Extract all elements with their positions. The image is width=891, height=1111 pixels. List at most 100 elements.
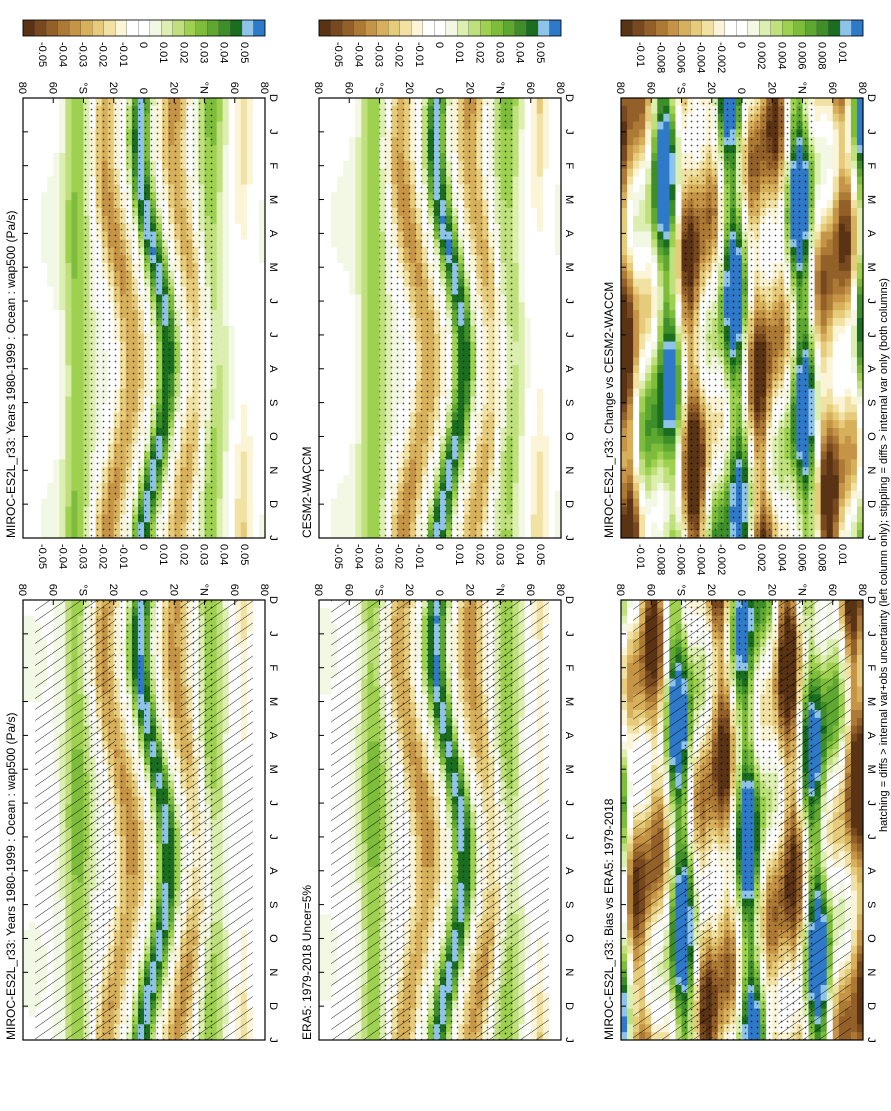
heat-cell — [77, 514, 84, 523]
heat-cell — [258, 749, 265, 758]
heat-cell — [234, 192, 241, 201]
heat-cell — [240, 443, 247, 452]
lat-label: 80 — [16, 584, 28, 596]
heat-cell — [234, 498, 241, 507]
colorbar-label: 0.04 — [218, 544, 230, 565]
heat-cell — [28, 373, 36, 382]
heat-cell — [34, 522, 42, 531]
panel-p2: MIROC-ES2L_r33: Years 1980-1999 : Ocean … — [4, 19, 279, 541]
heat-cell — [216, 388, 223, 397]
heat-cell — [28, 647, 36, 656]
heat-cell — [34, 223, 42, 232]
heat-cell — [40, 357, 48, 366]
heat-cell — [28, 882, 36, 892]
colorbar-swatch — [114, 19, 127, 37]
heat-cell — [258, 231, 265, 240]
heat-cell — [258, 796, 265, 805]
heat-cell — [240, 412, 247, 421]
heat-cell — [58, 153, 66, 162]
heat-cell — [40, 145, 48, 154]
heat-cell — [222, 325, 229, 335]
heat-cell — [46, 380, 54, 390]
heat-cell — [77, 200, 84, 209]
colorbar-label: 0.01 — [157, 42, 169, 63]
heat-cell — [22, 662, 30, 672]
heat-cell — [71, 341, 78, 350]
heat-cell — [40, 294, 48, 303]
heat-cell — [234, 506, 241, 515]
heat-cell — [58, 420, 66, 429]
heat-cell — [40, 270, 48, 280]
heat-cell — [252, 670, 259, 679]
heat-cell — [252, 898, 259, 907]
heat-cell — [324, 607, 332, 617]
heat-cell — [58, 168, 66, 177]
heat-cell — [71, 310, 78, 319]
heat-cell — [64, 514, 72, 523]
panel-title: MIROC-ES2L_r33: Years 1980-1999 : Ocean … — [4, 210, 18, 538]
heat-cell — [252, 530, 259, 539]
heat-cell — [64, 451, 72, 460]
heat-cell — [240, 286, 247, 295]
colorbar-swatch — [241, 19, 254, 37]
heat-cell — [222, 223, 229, 232]
heat-cell — [222, 483, 229, 492]
heat-cell — [240, 318, 247, 327]
heat-cell — [64, 341, 72, 350]
heat-cell — [252, 333, 259, 342]
heat-cell — [52, 396, 60, 405]
heat-cell — [34, 514, 42, 523]
heat-cell — [246, 98, 253, 107]
heat-cell — [258, 945, 265, 954]
heat-cell — [216, 160, 223, 170]
heat-cell — [28, 937, 36, 947]
heat-cell — [40, 388, 48, 397]
heat-cell — [240, 333, 247, 342]
heat-cell — [216, 412, 223, 421]
heat-cell — [258, 1016, 265, 1025]
heat-cell — [77, 357, 84, 366]
heat-cell — [258, 98, 265, 107]
heat-cell — [34, 176, 42, 185]
heat-cell — [28, 725, 36, 734]
heat-cell — [240, 247, 247, 256]
heat-cell — [258, 804, 265, 813]
heat-cell — [64, 325, 72, 335]
heat-cell — [252, 985, 259, 994]
heat-cell — [28, 278, 36, 287]
colorbar-label: -0.01 — [117, 42, 129, 67]
heat-cell — [234, 160, 241, 170]
heat-cell — [222, 294, 229, 303]
heat-cell — [228, 420, 235, 429]
heat-cell — [252, 231, 259, 240]
heat-cell — [77, 506, 84, 515]
heat-cell — [258, 623, 265, 632]
heat-cell — [58, 208, 66, 217]
heat-cell — [52, 105, 60, 115]
heat-cell — [222, 129, 229, 138]
heat-cell — [28, 490, 36, 500]
heat-cell — [28, 655, 36, 664]
heat-cell — [234, 153, 241, 162]
heat-cell — [216, 318, 223, 327]
heat-cell — [234, 467, 241, 476]
colorbar-label: -0.04 — [56, 42, 68, 67]
heat-cell — [77, 208, 84, 217]
heat-cell — [258, 396, 265, 405]
heat-cell — [252, 113, 259, 122]
heat-cell — [58, 247, 66, 256]
heat-cell — [246, 184, 253, 193]
heat-cell — [216, 239, 223, 248]
heat-cell — [216, 294, 223, 303]
heat-cell — [252, 105, 259, 115]
heat-cell — [252, 678, 259, 687]
colorbar-label: 0.05 — [238, 544, 250, 565]
heat-cell — [64, 145, 72, 154]
heat-cell — [246, 168, 253, 177]
heat-cell — [34, 239, 42, 248]
heat-cell — [64, 200, 72, 209]
heat-cell — [222, 490, 229, 500]
heat-cell — [34, 404, 42, 413]
lat-label: 60 — [228, 584, 240, 596]
heat-cell — [258, 412, 265, 421]
